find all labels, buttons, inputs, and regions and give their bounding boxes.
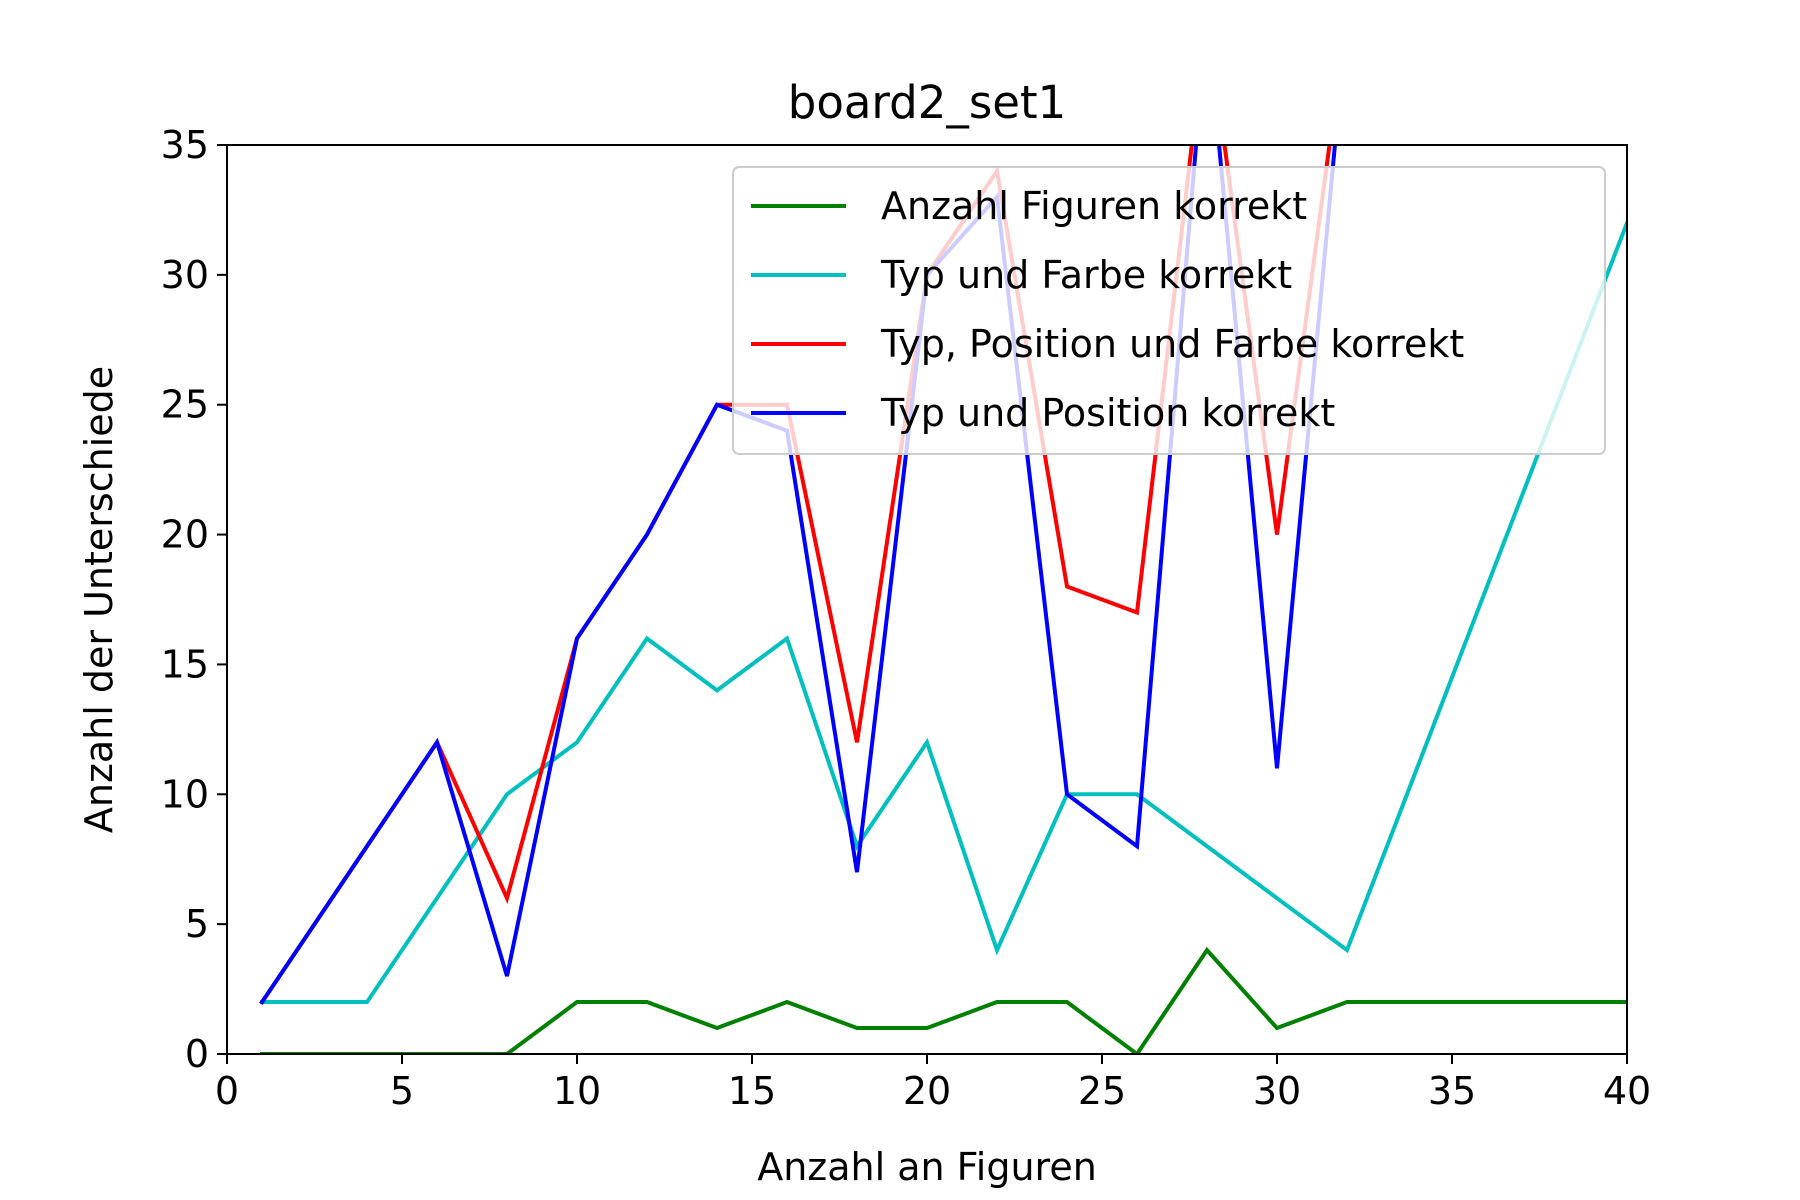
legend-label: Typ, Position und Farbe korrekt bbox=[880, 322, 1464, 366]
x-tick-label: 15 bbox=[728, 1069, 776, 1113]
x-tick-label: 20 bbox=[903, 1069, 951, 1113]
series-line-2 bbox=[260, 220, 1627, 1005]
y-axis-label: Anzahl der Unterschiede bbox=[77, 366, 121, 833]
series-line-4 bbox=[259, 145, 1337, 1005]
series-line-3 bbox=[259, 145, 1332, 1005]
y-tick-label: 25 bbox=[161, 383, 209, 427]
y-tick-label: 35 bbox=[161, 123, 209, 167]
x-tick-label: 0 bbox=[215, 1069, 239, 1113]
legend: Anzahl Figuren korrekt Typ und Farbe korr… bbox=[732, 166, 1606, 455]
y-tick-label: 0 bbox=[185, 1032, 209, 1076]
x-tick-label: 25 bbox=[1078, 1069, 1126, 1113]
y-tick-label: 15 bbox=[161, 642, 209, 686]
x-tick-label: 40 bbox=[1603, 1069, 1651, 1113]
y-tick-label: 20 bbox=[161, 513, 209, 557]
x-axis-label: Anzahl an Figuren bbox=[757, 1145, 1097, 1189]
y-tick-label: 30 bbox=[161, 253, 209, 297]
x-tick-label: 35 bbox=[1428, 1069, 1476, 1113]
y-tick-label: 10 bbox=[161, 772, 209, 816]
series-line-1 bbox=[260, 946, 1627, 1054]
chart-title: board2_set1 bbox=[788, 76, 1066, 129]
x-tick-label: 5 bbox=[390, 1069, 414, 1113]
legend-label: Typ und Farbe korrekt bbox=[880, 253, 1292, 297]
y-tick-label: 5 bbox=[185, 902, 209, 946]
legend-label: Anzahl Figuren korrekt bbox=[881, 184, 1307, 228]
legend-box bbox=[732, 166, 1606, 455]
x-axis: 0 5 10 15 20 25 30 35 40 bbox=[215, 1054, 1651, 1113]
y-axis: 0 5 10 15 20 25 30 35 bbox=[161, 123, 227, 1076]
legend-label: Typ und Position korrekt bbox=[880, 391, 1335, 435]
x-tick-label: 30 bbox=[1253, 1069, 1301, 1113]
x-tick-label: 10 bbox=[553, 1069, 601, 1113]
